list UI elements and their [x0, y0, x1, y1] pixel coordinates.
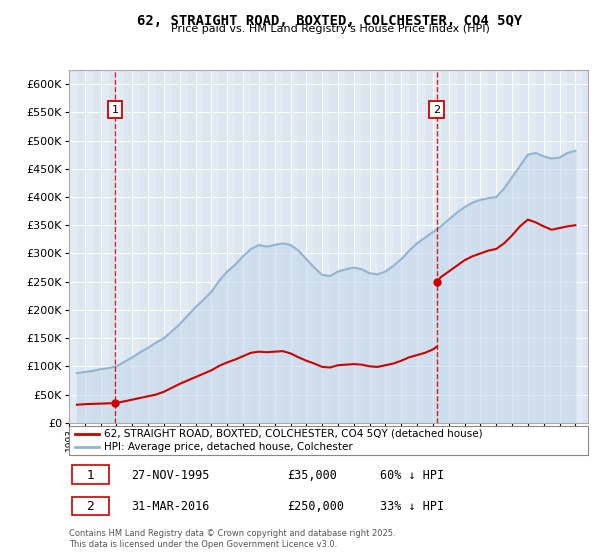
Text: 2: 2	[433, 105, 440, 114]
Text: 60% ↓ HPI: 60% ↓ HPI	[380, 469, 445, 482]
Bar	[322, 70, 330, 423]
Text: Price paid vs. HM Land Registry's House Price Index (HPI): Price paid vs. HM Land Registry's House …	[170, 24, 490, 34]
Bar	[211, 70, 220, 423]
FancyBboxPatch shape	[71, 465, 109, 483]
Text: £250,000: £250,000	[287, 500, 344, 513]
Bar	[433, 70, 441, 423]
Bar	[227, 70, 235, 423]
Bar	[512, 70, 520, 423]
Bar	[148, 70, 156, 423]
Bar	[575, 70, 583, 423]
Text: 62, STRAIGHT ROAD, BOXTED, COLCHESTER, CO4 5QY (detached house): 62, STRAIGHT ROAD, BOXTED, COLCHESTER, C…	[104, 429, 483, 438]
Bar	[417, 70, 425, 423]
Bar	[180, 70, 188, 423]
Text: Contains HM Land Registry data © Crown copyright and database right 2025.
This d: Contains HM Land Registry data © Crown c…	[69, 529, 395, 549]
Bar	[307, 70, 314, 423]
Text: 31-MAR-2016: 31-MAR-2016	[131, 500, 209, 513]
Bar	[101, 70, 109, 423]
Bar	[290, 70, 298, 423]
Text: 1: 1	[112, 105, 119, 114]
Bar	[464, 70, 472, 423]
Bar	[449, 70, 457, 423]
Bar	[401, 70, 409, 423]
Bar	[354, 70, 362, 423]
Bar	[275, 70, 283, 423]
FancyBboxPatch shape	[69, 426, 588, 455]
Bar	[481, 70, 488, 423]
Bar	[132, 70, 140, 423]
Text: £35,000: £35,000	[287, 469, 337, 482]
Bar	[560, 70, 568, 423]
Bar	[370, 70, 377, 423]
Text: 33% ↓ HPI: 33% ↓ HPI	[380, 500, 445, 513]
Text: 1: 1	[86, 469, 94, 482]
Bar	[544, 70, 551, 423]
Text: 2: 2	[86, 500, 94, 513]
Text: 62, STRAIGHT ROAD, BOXTED, COLCHESTER, CO4 5QY: 62, STRAIGHT ROAD, BOXTED, COLCHESTER, C…	[137, 14, 523, 28]
Bar	[338, 70, 346, 423]
Bar	[85, 70, 93, 423]
Text: HPI: Average price, detached house, Colchester: HPI: Average price, detached house, Colc…	[104, 442, 353, 452]
Bar	[496, 70, 504, 423]
Bar	[196, 70, 203, 423]
Bar	[164, 70, 172, 423]
Bar	[385, 70, 394, 423]
Bar	[243, 70, 251, 423]
Bar	[259, 70, 267, 423]
Bar	[116, 70, 124, 423]
FancyBboxPatch shape	[71, 497, 109, 515]
Bar	[69, 70, 77, 423]
Text: 27-NOV-1995: 27-NOV-1995	[131, 469, 209, 482]
Bar	[528, 70, 536, 423]
